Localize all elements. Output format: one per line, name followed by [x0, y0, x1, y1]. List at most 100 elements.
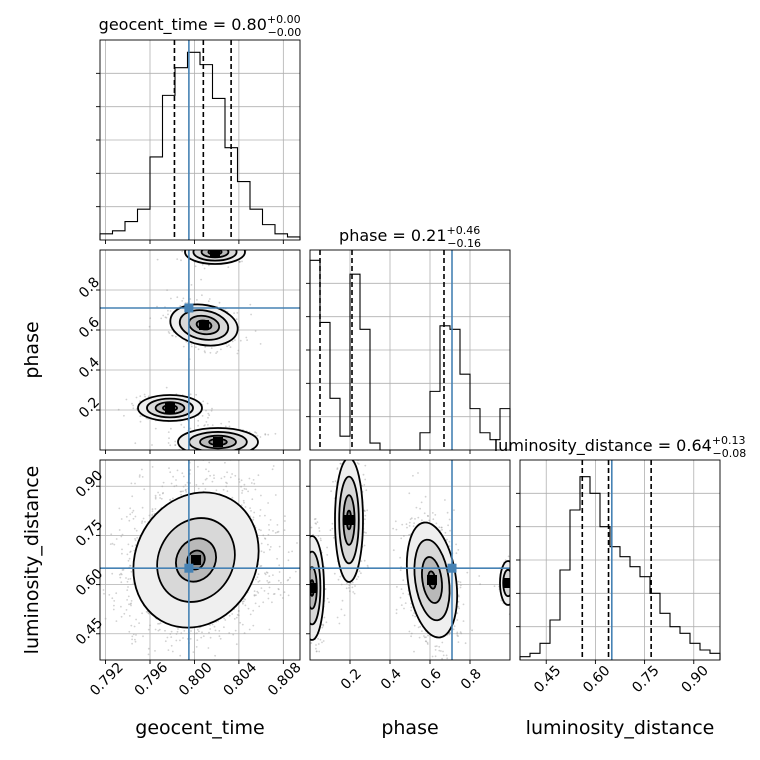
sample-dot — [284, 591, 286, 593]
sample-dot — [253, 517, 255, 519]
sample-dot — [240, 340, 242, 342]
sample-dot — [456, 632, 458, 634]
sample-dot — [303, 562, 305, 564]
sample-dot — [445, 532, 447, 534]
sample-dot — [318, 651, 320, 653]
sample-dot — [239, 454, 241, 456]
sample-dot — [339, 576, 341, 578]
sample-dot — [322, 625, 324, 627]
sample-dot — [152, 510, 154, 512]
sample-dot — [436, 645, 438, 647]
sample-dot — [180, 248, 182, 250]
sample-dot — [457, 549, 459, 551]
sample-dot — [260, 436, 262, 438]
sample-dot — [338, 579, 340, 581]
sample-dot — [411, 633, 413, 635]
sample-dot — [250, 510, 252, 512]
sample-dot — [335, 599, 337, 601]
sample-dot — [305, 571, 307, 573]
sample-dot — [346, 456, 348, 458]
sample-dot — [122, 534, 124, 536]
sample-dot — [187, 451, 189, 453]
sample-dot — [116, 620, 118, 622]
sample-dot — [317, 521, 319, 523]
sample-dot — [332, 523, 334, 525]
sample-dot — [256, 432, 258, 434]
sample-dot — [284, 520, 286, 522]
sample-dot — [305, 565, 307, 567]
sample-dot — [201, 247, 203, 249]
sample-dot — [103, 593, 105, 595]
y-tick-label: 0.75 — [73, 517, 106, 550]
sample-dot — [211, 410, 213, 412]
sample-dot — [235, 630, 237, 632]
sample-dot — [130, 605, 132, 607]
sample-dot — [304, 625, 306, 627]
sample-dot — [214, 626, 216, 628]
sample-dot — [267, 572, 269, 574]
sample-dot — [141, 469, 143, 471]
sample-dot — [171, 335, 173, 337]
sample-dot — [428, 520, 430, 522]
sample-dot — [168, 442, 170, 444]
sample-dot — [320, 540, 322, 542]
sample-dot — [305, 546, 307, 548]
sample-dot — [198, 631, 200, 633]
sample-dot — [157, 492, 159, 494]
sample-dot — [259, 565, 261, 567]
sample-dot — [446, 539, 448, 541]
sample-dot — [120, 606, 122, 608]
sample-dot — [306, 577, 308, 579]
sample-dot — [427, 642, 429, 644]
sample-dot — [231, 246, 233, 248]
sample-dot — [155, 428, 157, 430]
sample-dot — [125, 577, 127, 579]
sample-dot — [113, 609, 115, 611]
sample-dot — [307, 608, 309, 610]
sample-dot — [271, 601, 273, 603]
sample-dot — [454, 625, 456, 627]
sample-dot — [243, 243, 245, 245]
sample-dot — [360, 445, 362, 447]
sample-dot — [303, 621, 305, 623]
sample-dot — [243, 600, 245, 602]
sample-dot — [205, 479, 207, 481]
sample-dot — [202, 483, 204, 485]
sample-dot — [226, 345, 228, 347]
sample-dot — [209, 234, 211, 236]
sample-dot — [267, 434, 269, 436]
sample-dot — [321, 642, 323, 644]
sample-dot — [226, 244, 228, 246]
sample-dot — [113, 605, 115, 607]
sample-dot — [208, 244, 210, 246]
sample-dot — [193, 651, 195, 653]
sample-dot — [363, 484, 365, 486]
sample-dot — [126, 589, 128, 591]
sample-dot — [183, 630, 185, 632]
sample-dot — [432, 518, 434, 520]
sample-dot — [307, 621, 309, 623]
sample-dot — [327, 598, 329, 600]
sample-dot — [230, 346, 232, 348]
sample-dot — [245, 605, 247, 607]
sample-dot — [413, 522, 415, 524]
sample-dot — [444, 499, 446, 501]
sample-dot — [302, 520, 304, 522]
sample-dot — [360, 572, 362, 574]
sample-dot — [308, 583, 310, 585]
sample-dot — [273, 593, 275, 595]
sample-dot — [95, 595, 97, 597]
sample-dot — [289, 577, 291, 579]
sample-dot — [173, 452, 175, 454]
sample-dot — [70, 645, 72, 647]
sample-dot — [162, 493, 164, 495]
sample-dot — [139, 474, 141, 476]
sample-dot — [330, 529, 332, 531]
sample-dot — [149, 317, 151, 319]
sample-dot — [243, 502, 245, 504]
sample-dot — [307, 543, 309, 545]
sample-dot — [352, 582, 354, 584]
sample-dot — [183, 298, 185, 300]
y-tick-label: 0.45 — [73, 615, 106, 648]
sample-dot — [232, 634, 234, 636]
